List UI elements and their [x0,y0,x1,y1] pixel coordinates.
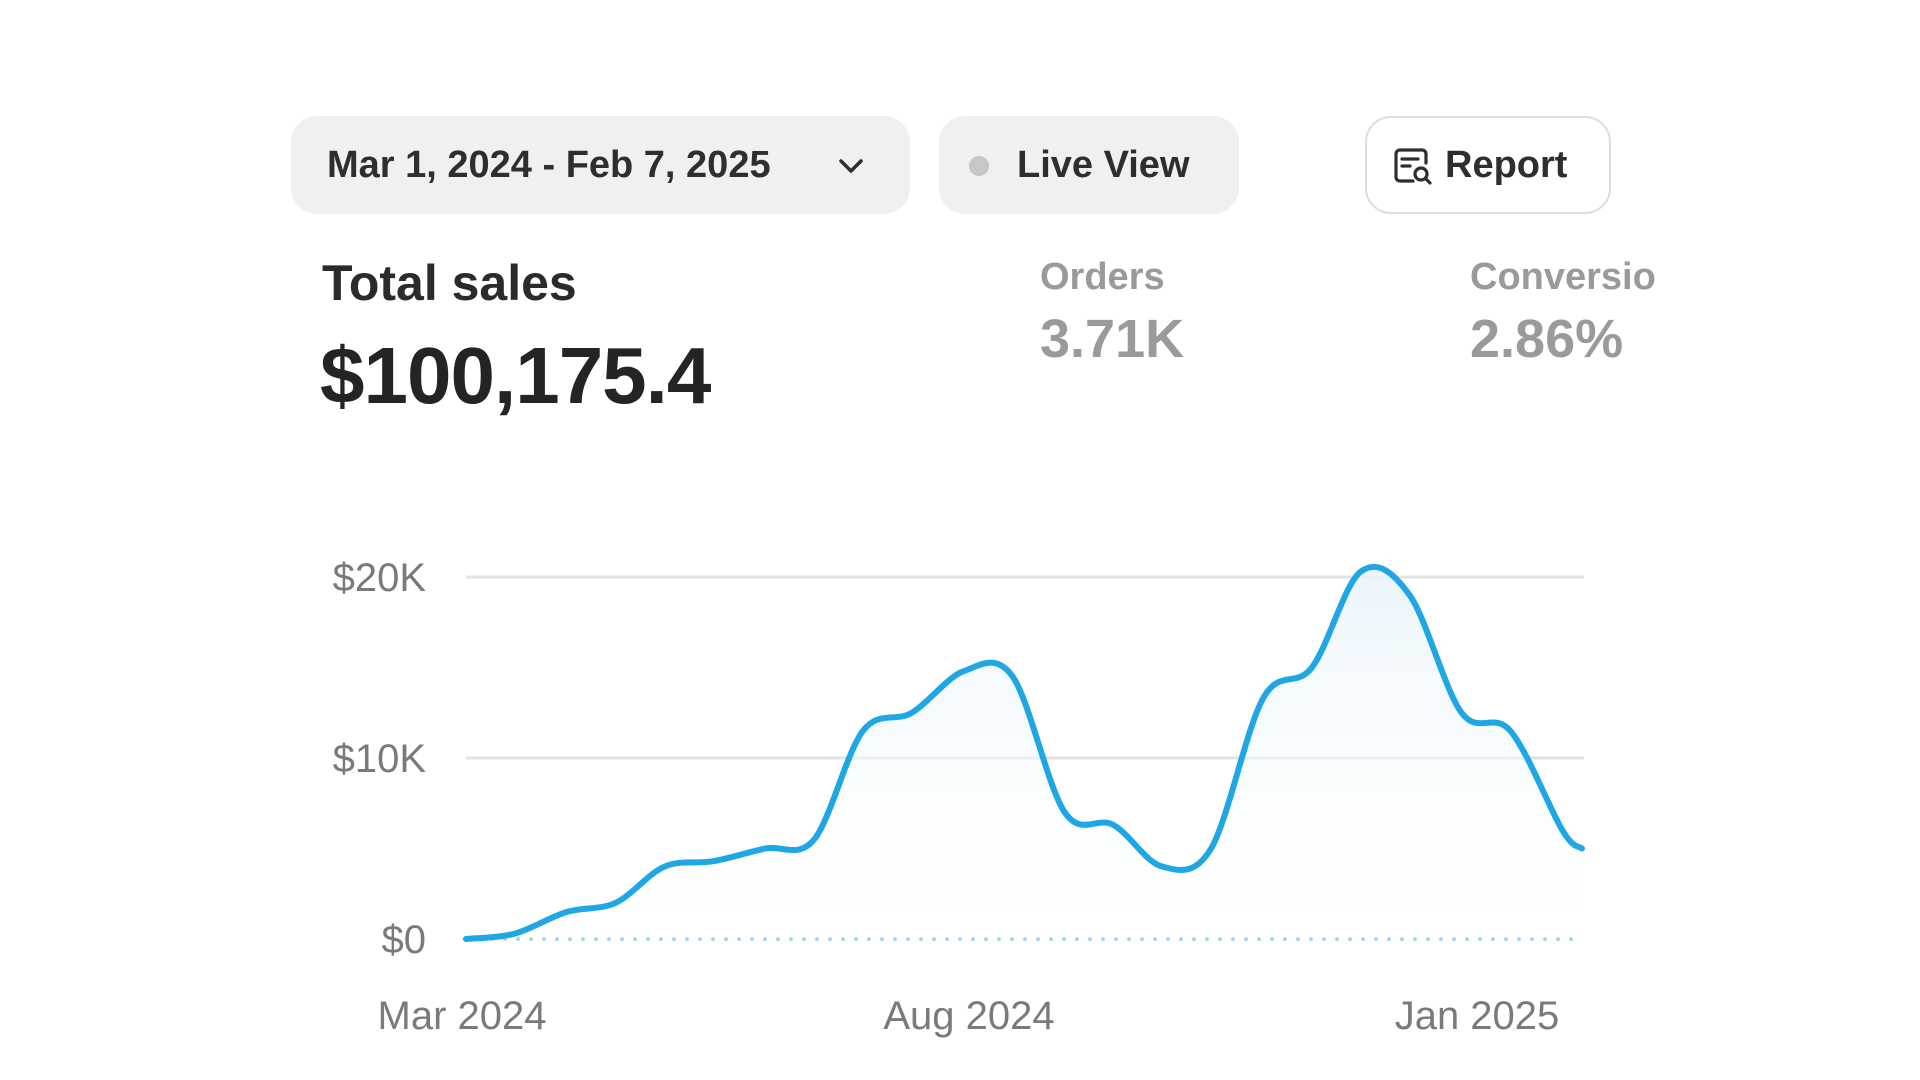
y-tick-label: $20K [333,556,427,600]
status-dot-icon [969,156,989,176]
chevron-down-icon [839,159,863,173]
report-button[interactable]: Report [1365,116,1611,214]
orders-value: 3.71K [1040,309,1185,369]
report-label: Report [1445,143,1568,186]
x-tick-label: Mar 2024 [378,994,547,1038]
sales-series-line [463,563,1585,942]
date-range-picker[interactable]: Mar 1, 2024 - Feb 7, 2025 [291,116,910,214]
conversion-label[interactable]: Conversio [1470,256,1656,298]
live-view-button[interactable]: Live View [939,116,1239,214]
report-search-icon [1394,148,1432,185]
date-range-label: Mar 1, 2024 - Feb 7, 2025 [327,143,771,186]
total-sales-label: Total sales [322,255,577,311]
x-tick-label: Jan 2025 [1395,994,1560,1038]
y-tick-label: $10K [333,737,427,781]
orders-label[interactable]: Orders [1040,256,1165,298]
sales-area-fill [466,566,1582,939]
live-view-label: Live View [1017,143,1190,186]
total-sales-value: $100,175.4 [320,331,711,420]
conversion-value: 2.86% [1470,309,1624,369]
x-tick-label: Aug 2024 [883,994,1054,1038]
y-tick-label: $0 [382,918,427,962]
